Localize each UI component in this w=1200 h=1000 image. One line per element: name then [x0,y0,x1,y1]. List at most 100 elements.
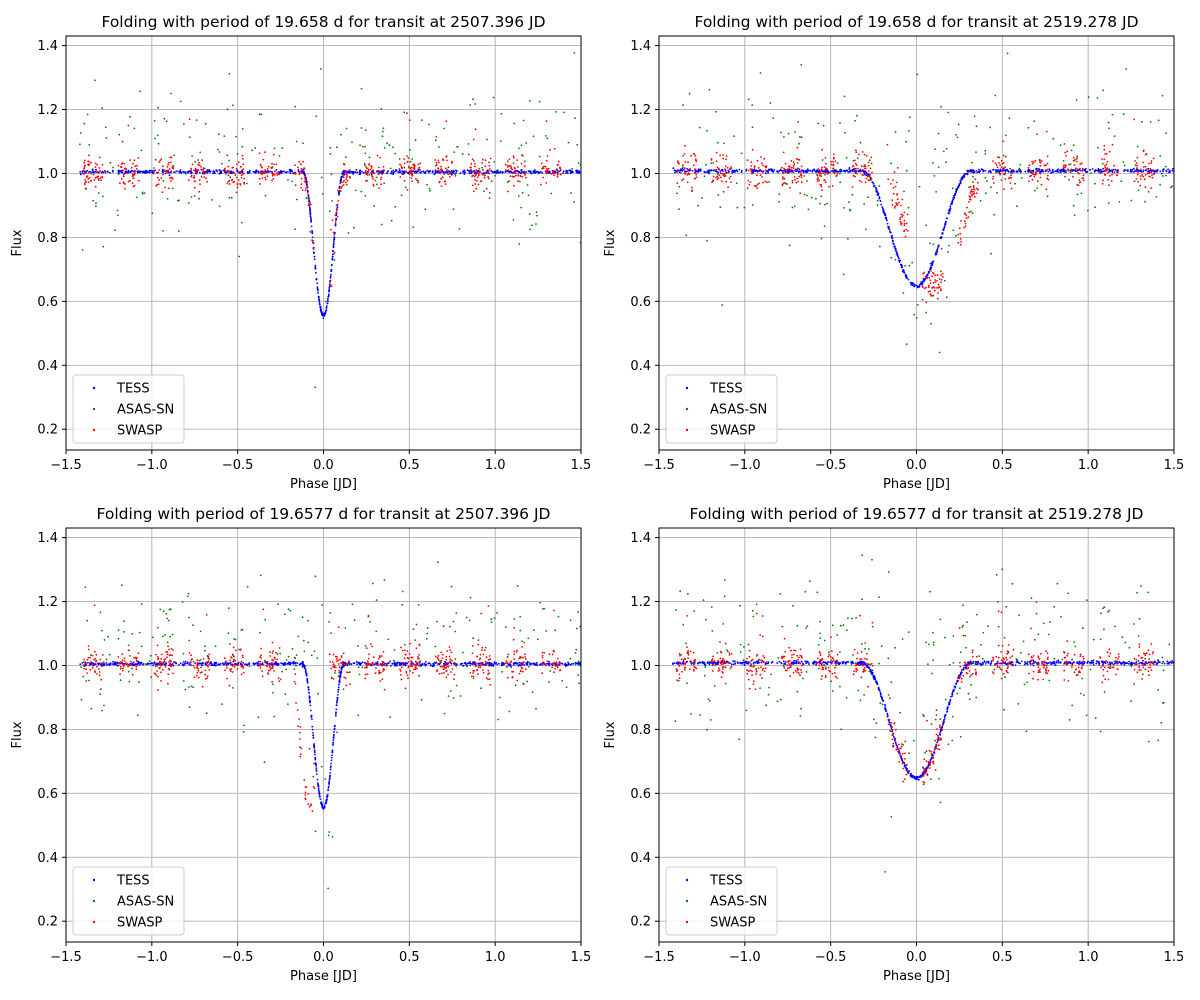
data-point [347,232,350,234]
data-point [488,192,491,194]
data-point [308,198,310,200]
data-point [540,162,543,165]
data-point [417,179,419,182]
data-point [788,167,791,169]
data-point [1139,170,1141,172]
data-point [876,199,879,202]
data-point [412,226,415,229]
data-point [342,688,345,691]
data-point [121,140,124,143]
data-point [451,668,454,670]
data-point [394,205,397,208]
data-point [959,179,962,182]
data-point [230,196,233,199]
data-point [822,124,825,127]
data-point [397,171,400,174]
data-point [825,162,827,165]
data-point [437,159,440,162]
data-point [550,192,553,195]
data-point [848,168,851,171]
data-point [905,343,908,346]
data-point [830,161,832,163]
data-point [316,286,319,289]
data-point [324,312,327,315]
data-point [304,178,307,181]
data-point [317,692,320,695]
legend-label: ASAS-SN [710,403,767,418]
data-point [727,171,730,174]
data-point [395,662,398,665]
data-point [1137,189,1140,191]
data-point [188,706,191,709]
data-point [400,646,402,649]
data-point [214,664,217,667]
y-tick-label: 0.8 [37,231,58,246]
data-point [138,631,141,634]
data-point [798,142,800,145]
data-point [380,183,383,186]
data-point [141,193,144,195]
data-point [484,159,487,162]
data-point [281,147,284,150]
data-point [190,167,193,170]
data-point [320,801,323,804]
data-point [273,173,276,176]
data-point [494,174,497,177]
data-point [232,104,234,107]
data-point [695,160,698,163]
data-point [446,170,448,173]
data-point [245,182,248,185]
data-point [1010,174,1012,177]
data-point [523,160,526,163]
data-point [272,683,274,686]
data-point [269,170,272,173]
data-point [575,662,578,665]
data-point [1078,172,1080,175]
data-point [506,661,509,664]
data-point [168,608,171,611]
data-point [336,701,338,703]
data-point [416,661,419,664]
data-point [921,282,924,285]
y-tick-label: 1.4 [630,39,651,54]
data-point [373,172,376,174]
data-point [521,175,524,178]
data-point [403,162,406,165]
data-point [182,680,185,682]
data-point [200,166,202,168]
data-point [569,169,572,172]
data-point [332,733,335,736]
data-point [893,171,896,174]
data-point [88,171,90,174]
data-point [917,304,919,306]
data-point [936,250,938,253]
data-point [984,192,987,195]
data-point [800,170,802,173]
data-point [203,176,206,179]
data-point [723,175,726,178]
data-point [129,179,131,182]
data-point [993,182,995,184]
data-point [447,173,450,176]
data-point [471,645,474,647]
data-point [94,171,97,173]
data-point [754,170,757,173]
data-point [188,170,191,173]
data-point [426,183,428,186]
data-point [241,221,243,224]
data-point [381,135,384,138]
data-point [1011,169,1013,172]
data-point [84,586,87,588]
data-point [800,63,803,66]
data-point [795,157,798,160]
data-point [762,181,764,184]
data-point [315,763,317,766]
data-point [266,175,269,178]
data-point [855,151,858,154]
data-point [361,170,363,173]
data-point [577,662,580,665]
data-point [716,166,719,169]
data-point [185,172,187,175]
data-point [390,665,392,667]
data-point [869,176,871,178]
